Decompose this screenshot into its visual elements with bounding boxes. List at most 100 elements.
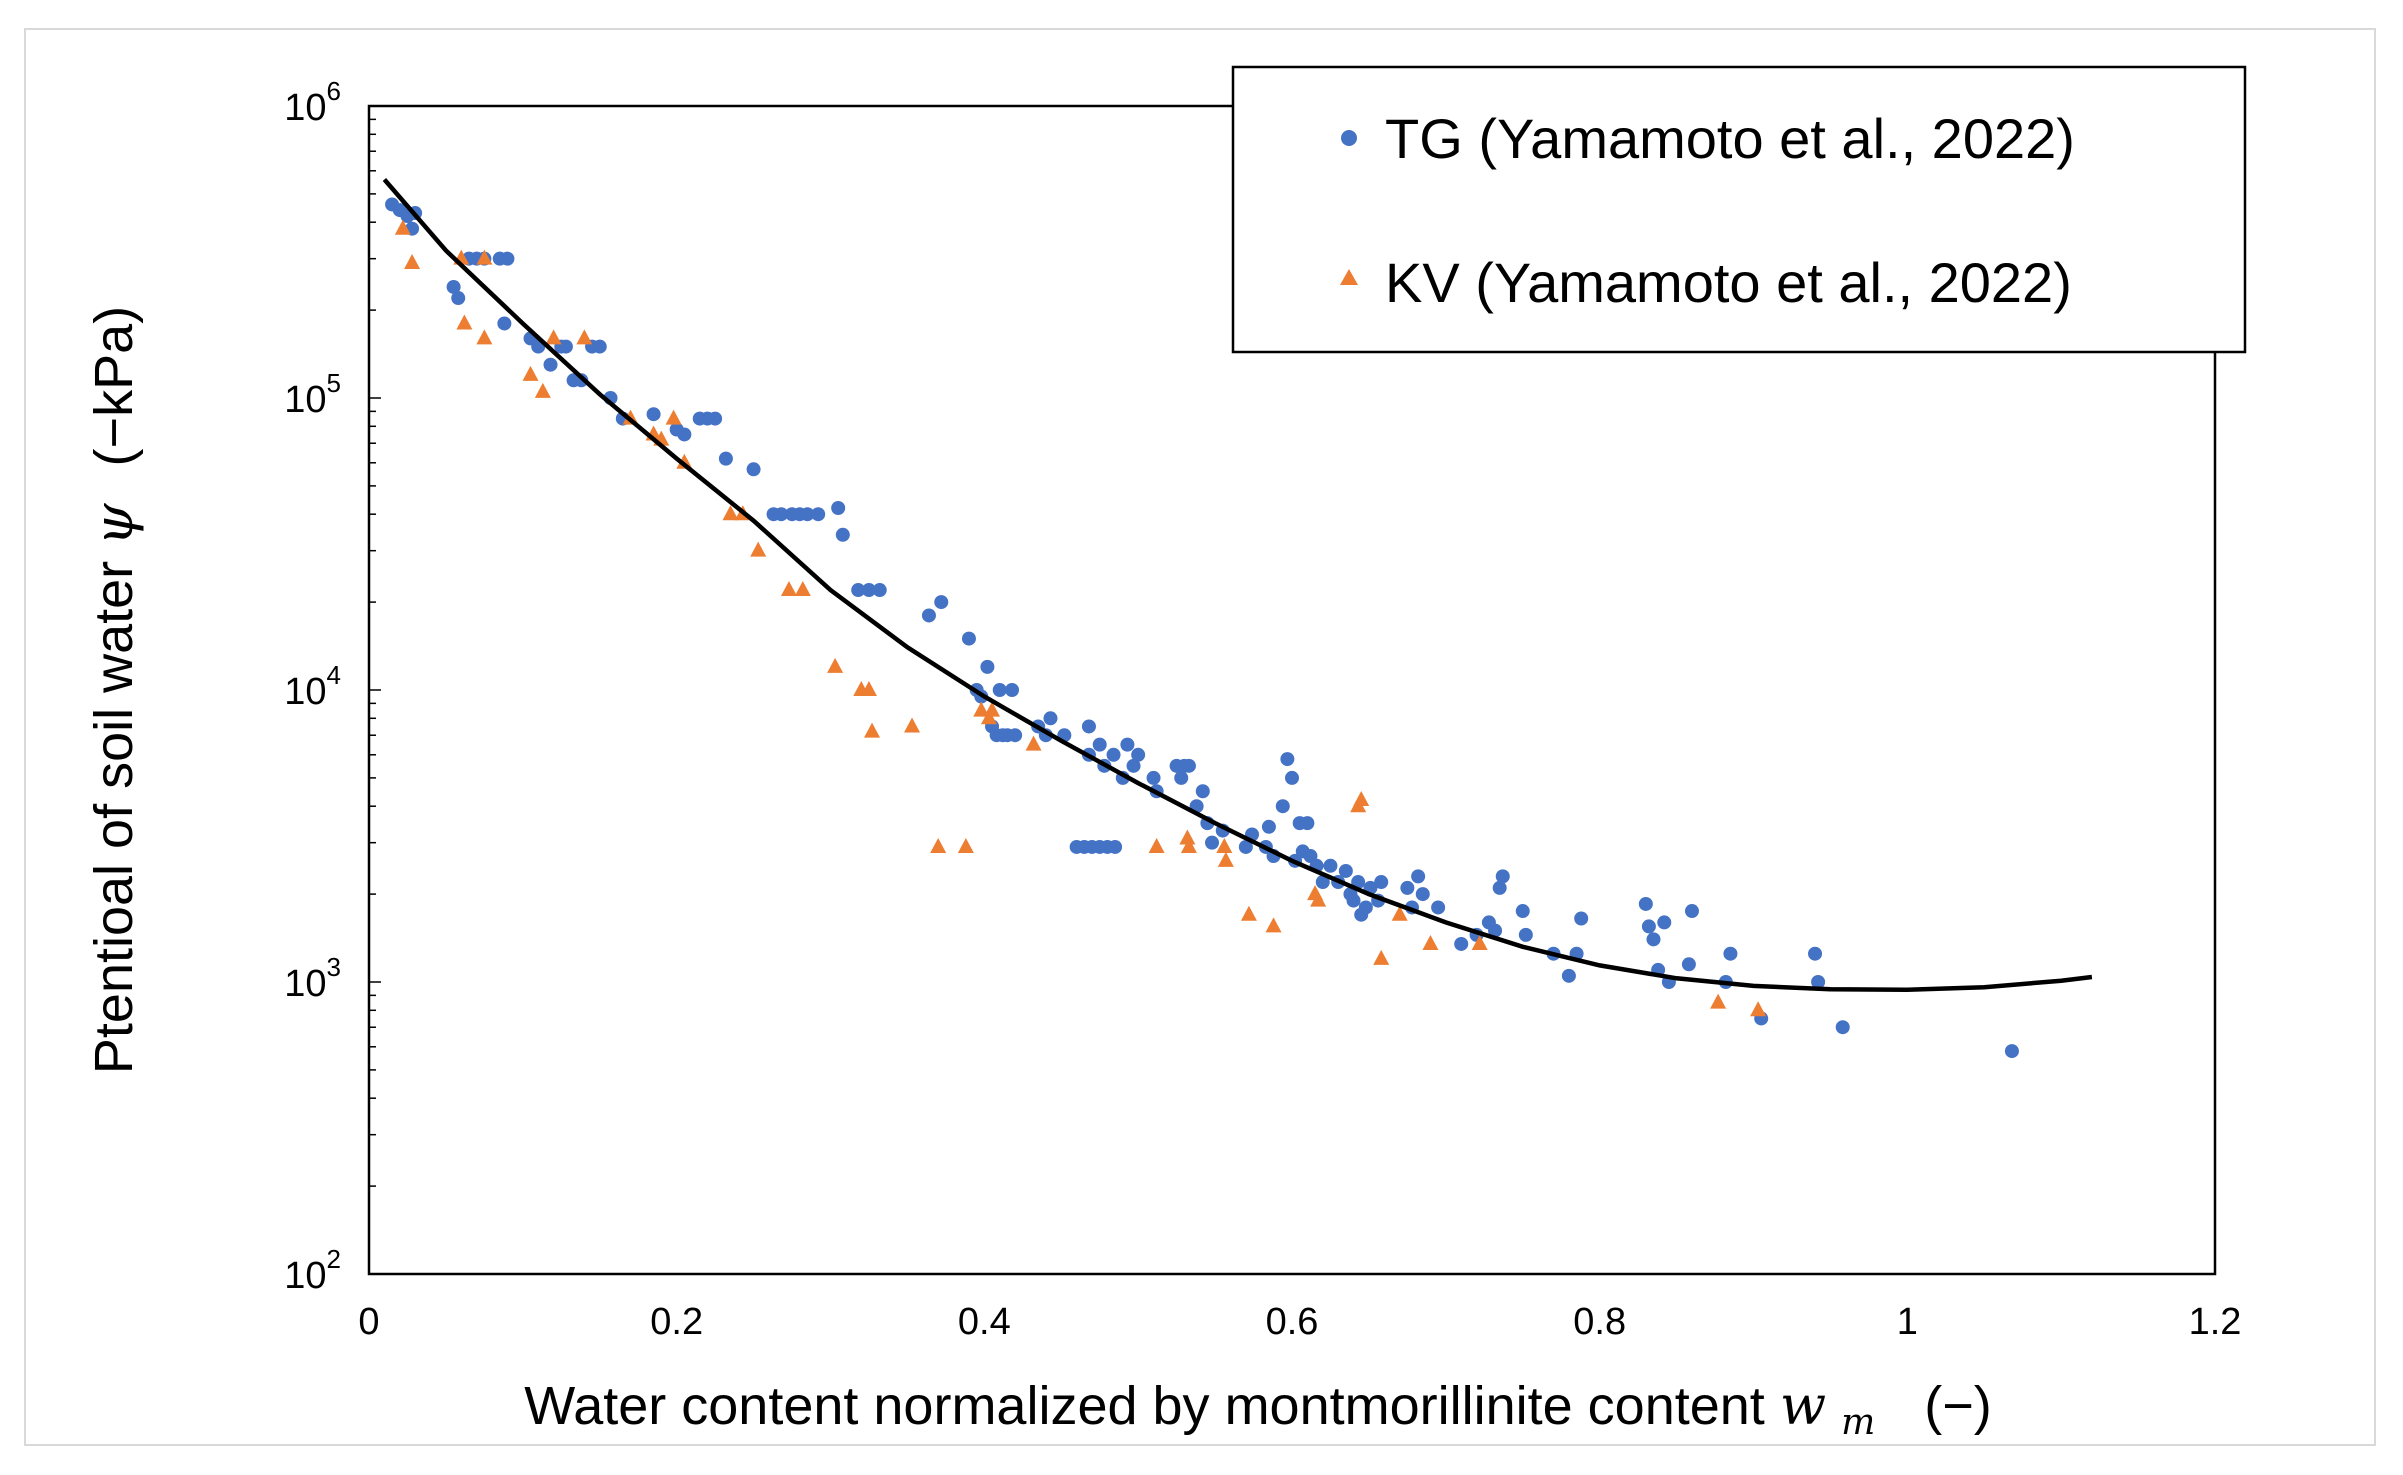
y-axis-symbol: ψ — [82, 503, 145, 546]
tg-point — [934, 595, 949, 610]
y-tick-label: 102 — [284, 1244, 341, 1297]
y-tick-base: 10 — [284, 963, 326, 1005]
tg-point — [1374, 875, 1389, 890]
y-tick-label: 104 — [284, 660, 341, 713]
x-axis-label: Water content normalized by montmorillin… — [524, 1376, 1765, 1436]
tg-point — [1495, 869, 1510, 884]
x-tick-label: 0 — [358, 1301, 379, 1343]
kv-point — [476, 249, 493, 265]
kv-point — [1471, 934, 1488, 950]
kv-point — [750, 541, 767, 557]
kv-point — [722, 505, 739, 521]
tg-point — [1323, 858, 1338, 873]
y-tick-base: 10 — [284, 1255, 326, 1297]
tg-point — [1005, 683, 1020, 697]
kv-point — [1710, 993, 1727, 1009]
legend-marker-tg — [1341, 130, 1357, 146]
tg-point — [1358, 900, 1373, 915]
kv-point — [984, 701, 1001, 717]
tg-point — [1092, 737, 1107, 752]
y-tick-exponent: 6 — [327, 76, 341, 106]
tg-point — [980, 659, 995, 674]
kv-point — [1217, 851, 1234, 867]
kv-point — [1265, 917, 1282, 933]
y-tick-exponent: 4 — [327, 660, 341, 690]
tg-point — [1646, 932, 1661, 947]
tg-point — [2004, 1044, 2019, 1059]
tg-point — [1415, 887, 1430, 902]
series-kv — [394, 219, 1767, 1017]
kv-point — [522, 365, 539, 381]
tg-point — [1684, 904, 1699, 919]
x-tick-label: 0.8 — [1573, 1301, 1626, 1343]
kv-point — [794, 581, 811, 597]
tg-point — [1238, 839, 1253, 854]
y-tick-exponent: 5 — [327, 368, 341, 398]
x-tick-label: 0.6 — [1266, 1301, 1319, 1343]
tg-point — [1638, 896, 1653, 911]
kv-point — [864, 722, 881, 738]
tg-point — [1275, 799, 1290, 814]
y-axis-label: Ptentioal of soil water — [84, 561, 144, 1074]
tg-point — [1285, 770, 1299, 785]
tg-point — [1126, 758, 1141, 773]
tg-point — [774, 507, 789, 522]
kv-point — [1391, 905, 1408, 921]
y-tick-exponent: 3 — [327, 952, 341, 982]
tg-point — [446, 279, 461, 294]
kv-point — [1750, 1001, 1767, 1017]
tg-point — [558, 339, 573, 354]
tg-point — [1641, 919, 1656, 934]
tg-point — [861, 583, 876, 598]
x-axis-subscript: m — [1841, 1402, 1875, 1443]
kv-point — [1353, 791, 1370, 807]
legend: TG (Yamamoto et al., 2022) KV (Yamamoto … — [1231, 65, 2247, 354]
tg-point — [497, 316, 512, 331]
tg-point — [718, 451, 733, 466]
tg-point — [1454, 936, 1469, 951]
kv-point — [1422, 934, 1439, 950]
y-tick-base: 10 — [284, 671, 326, 713]
kv-point — [827, 657, 844, 673]
y-tick-base: 10 — [284, 379, 326, 421]
kv-point — [1025, 735, 1042, 751]
x-tick-label: 1.2 — [2189, 1301, 2242, 1343]
tg-point — [835, 527, 850, 542]
tg-point — [872, 583, 887, 598]
tg-point — [1174, 770, 1189, 785]
kv-point — [676, 453, 693, 469]
kv-point — [980, 709, 997, 725]
kv-point — [1373, 949, 1390, 965]
kv-point — [576, 329, 593, 345]
legend-label-kv: KV (Yamamoto et al., 2022) — [1385, 251, 2072, 314]
tg-point — [1411, 869, 1426, 884]
tg-point — [1808, 946, 1823, 961]
kv-point — [394, 219, 411, 235]
legend-label-tg: TG (Yamamoto et al., 2022) — [1385, 107, 2075, 170]
tg-point — [1081, 719, 1096, 734]
tg-point — [1561, 968, 1576, 983]
tg-point — [451, 291, 466, 306]
kv-point — [476, 329, 493, 345]
tg-point — [1261, 819, 1276, 834]
tg-point — [1120, 737, 1135, 752]
tg-point — [1008, 728, 1023, 743]
tg-point — [1400, 880, 1415, 895]
tg-point — [1515, 904, 1530, 919]
tg-point — [592, 339, 607, 354]
tg-point — [746, 462, 761, 477]
tg-point — [1181, 758, 1196, 773]
tg-point — [646, 407, 661, 422]
tg-point — [1492, 880, 1507, 895]
tg-point — [708, 411, 723, 426]
x-tick-label: 0.4 — [958, 1301, 1011, 1343]
tg-point — [1146, 770, 1161, 785]
tg-point — [1723, 946, 1738, 961]
kv-point — [534, 382, 551, 398]
fit-curve — [382, 178, 2093, 993]
x-axis-unit: (−) — [1924, 1376, 1992, 1436]
x-axis-symbol: w — [1780, 1374, 1826, 1437]
tg-point — [1574, 911, 1589, 926]
tg-point — [1518, 927, 1533, 942]
